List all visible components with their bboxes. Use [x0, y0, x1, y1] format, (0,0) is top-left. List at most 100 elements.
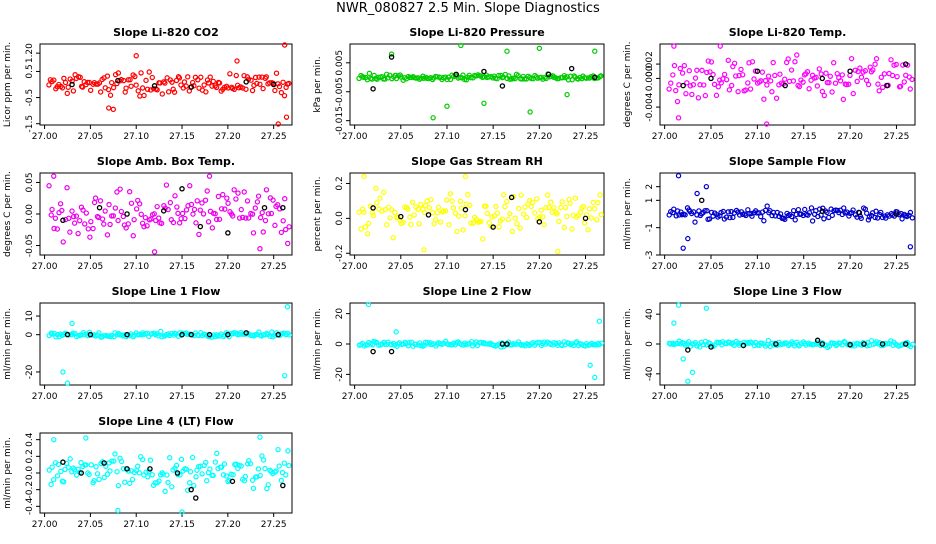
data-point: [127, 480, 133, 487]
data-point: [149, 472, 155, 478]
outlier-point: [675, 173, 682, 179]
data-point: [216, 216, 223, 222]
data-point: [50, 477, 57, 483]
outlier-point: [51, 436, 57, 443]
y-tick-label: -0.05: [25, 234, 35, 257]
data-point: [366, 70, 373, 77]
outlier-point: [179, 509, 185, 515]
data-point: [282, 195, 288, 202]
data-point: [572, 195, 579, 201]
data-point: [194, 198, 200, 204]
data-point: [546, 204, 552, 211]
y-tick-label: 1.20: [25, 43, 35, 63]
black-point: [115, 77, 121, 84]
data-point: [777, 71, 783, 77]
data-point: [380, 189, 387, 196]
data-point: [758, 213, 764, 220]
outlier-point: [206, 173, 213, 179]
black-point: [270, 81, 277, 88]
data-point: [171, 89, 178, 95]
data-point: [520, 211, 527, 217]
data-point: [390, 235, 396, 241]
data-point: [274, 202, 281, 208]
data-point: [870, 67, 876, 73]
data-point: [384, 222, 390, 228]
data-point: [426, 205, 433, 211]
outlier-point: [536, 45, 543, 52]
y-axis-label-rh: percent per min.: [313, 177, 323, 252]
y-tick-label: 0.05: [25, 172, 35, 192]
data-point: [233, 461, 239, 467]
data-point: [839, 72, 845, 78]
data-point: [727, 214, 733, 221]
black-point: [388, 54, 395, 60]
outlier-point: [83, 435, 89, 441]
data-point: [785, 56, 791, 62]
data-point: [254, 80, 260, 87]
data-point: [201, 82, 207, 88]
data-point: [88, 462, 94, 468]
data-point: [60, 239, 66, 245]
data-point: [421, 209, 428, 216]
y-tick-label: -3: [645, 251, 655, 260]
data-point: [123, 85, 129, 91]
data-point: [541, 221, 547, 228]
data-point: [865, 217, 872, 223]
data-point: [96, 330, 102, 336]
x-tick-label: 27.00: [652, 132, 678, 142]
outlier-point: [393, 329, 399, 335]
data-point: [819, 88, 826, 95]
y-tick-label: 20: [335, 308, 345, 320]
data-point: [222, 206, 228, 212]
data-point: [102, 208, 108, 214]
data-point: [850, 207, 856, 213]
data-point: [717, 213, 723, 219]
data-point: [889, 72, 896, 79]
outlier-point: [763, 121, 770, 127]
x-tick-label: 27.05: [78, 132, 104, 142]
data-point: [167, 199, 174, 206]
x-tick-label: 27.25: [884, 262, 910, 272]
data-point: [728, 82, 735, 89]
data-point: [255, 466, 262, 472]
panel-title-pressure: Slope Li-820 Pressure: [409, 26, 544, 39]
x-tick-label: 27.10: [434, 392, 460, 402]
black-point: [174, 470, 181, 476]
data-point: [127, 76, 133, 83]
data-point: [794, 52, 800, 58]
data-point: [467, 202, 473, 208]
black-point: [425, 212, 432, 218]
data-point: [286, 224, 292, 230]
data-point: [204, 77, 211, 83]
data-point: [212, 211, 218, 217]
data-point: [762, 77, 769, 84]
data-point: [511, 341, 518, 347]
outlier-point: [703, 183, 710, 190]
data-point: [591, 205, 598, 212]
data-point: [193, 474, 199, 480]
data-point: [99, 216, 106, 222]
data-point: [158, 220, 165, 227]
outlier-point: [281, 42, 288, 48]
data-point: [428, 196, 434, 203]
data-point: [460, 227, 466, 233]
data-point: [275, 446, 281, 453]
data-point: [682, 212, 688, 218]
data-point: [673, 213, 679, 219]
data-point: [888, 57, 894, 63]
data-point: [280, 218, 286, 224]
data-point: [509, 228, 516, 235]
data-point: [720, 208, 726, 215]
data-point: [539, 214, 546, 220]
black-point: [188, 486, 194, 493]
y-axis-label-sampleflow: ml/min per min.: [623, 178, 633, 250]
data-point: [249, 477, 256, 483]
data-point: [829, 89, 835, 95]
data-point: [260, 85, 266, 92]
x-tick-label: 27.25: [261, 520, 287, 530]
data-point: [148, 216, 154, 222]
data-point: [585, 227, 591, 233]
y-axis-label-co2: Licor ppm per min.: [3, 42, 13, 127]
black-point: [398, 213, 404, 220]
